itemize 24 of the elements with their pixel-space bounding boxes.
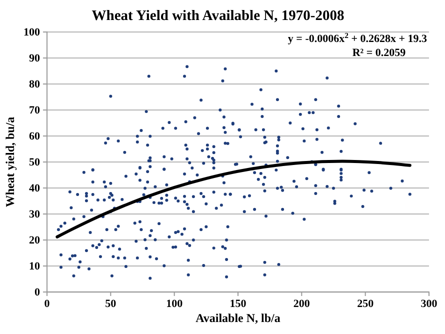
x-tick-label: 300 (420, 298, 438, 310)
x-tick-label: 150 (230, 298, 247, 310)
chart-title: Wheat Yield with Available N, 1970-2008 (92, 8, 344, 24)
y-tick-label: 90 (29, 52, 40, 65)
x-axis-title: Available N, lb/a (196, 311, 280, 325)
x-tick-label: 100 (166, 298, 184, 310)
x-tick-label: 0 (44, 298, 50, 310)
y-tick-label: 20 (29, 234, 40, 247)
y-axis-title: Wheat yield, bu/a (3, 116, 17, 208)
y-tick-label: 0 (34, 286, 40, 299)
y-tick-label: 30 (29, 208, 40, 221)
x-tick-label: 250 (357, 298, 374, 310)
y-tick-label: 10 (29, 260, 40, 273)
y-tick-label: 70 (29, 104, 40, 117)
annotation: y = -0.0006x$^{2}$ + 0.2628x + 19.3 (288, 30, 428, 45)
y-tick-label: 50 (29, 156, 40, 169)
y-tick-label: 60 (29, 130, 40, 143)
y-tick-label: 100 (24, 26, 40, 39)
line-series (56, 160, 412, 238)
y-tick-label: 40 (29, 182, 40, 195)
y-tick-label: 80 (29, 78, 40, 91)
x-tick-label: 50 (105, 298, 117, 310)
annotation: R² = 0.2059 (352, 47, 406, 59)
x-tick-label: 200 (293, 298, 310, 310)
